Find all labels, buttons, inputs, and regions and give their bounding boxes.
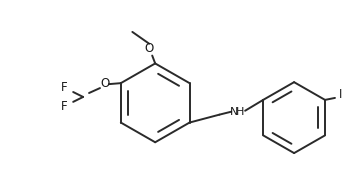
Text: I: I: [339, 89, 343, 102]
Text: F: F: [61, 81, 67, 94]
Text: O: O: [100, 77, 110, 90]
Text: H: H: [236, 107, 244, 117]
Text: F: F: [61, 100, 67, 113]
Text: N: N: [230, 107, 238, 117]
Text: O: O: [145, 42, 154, 55]
